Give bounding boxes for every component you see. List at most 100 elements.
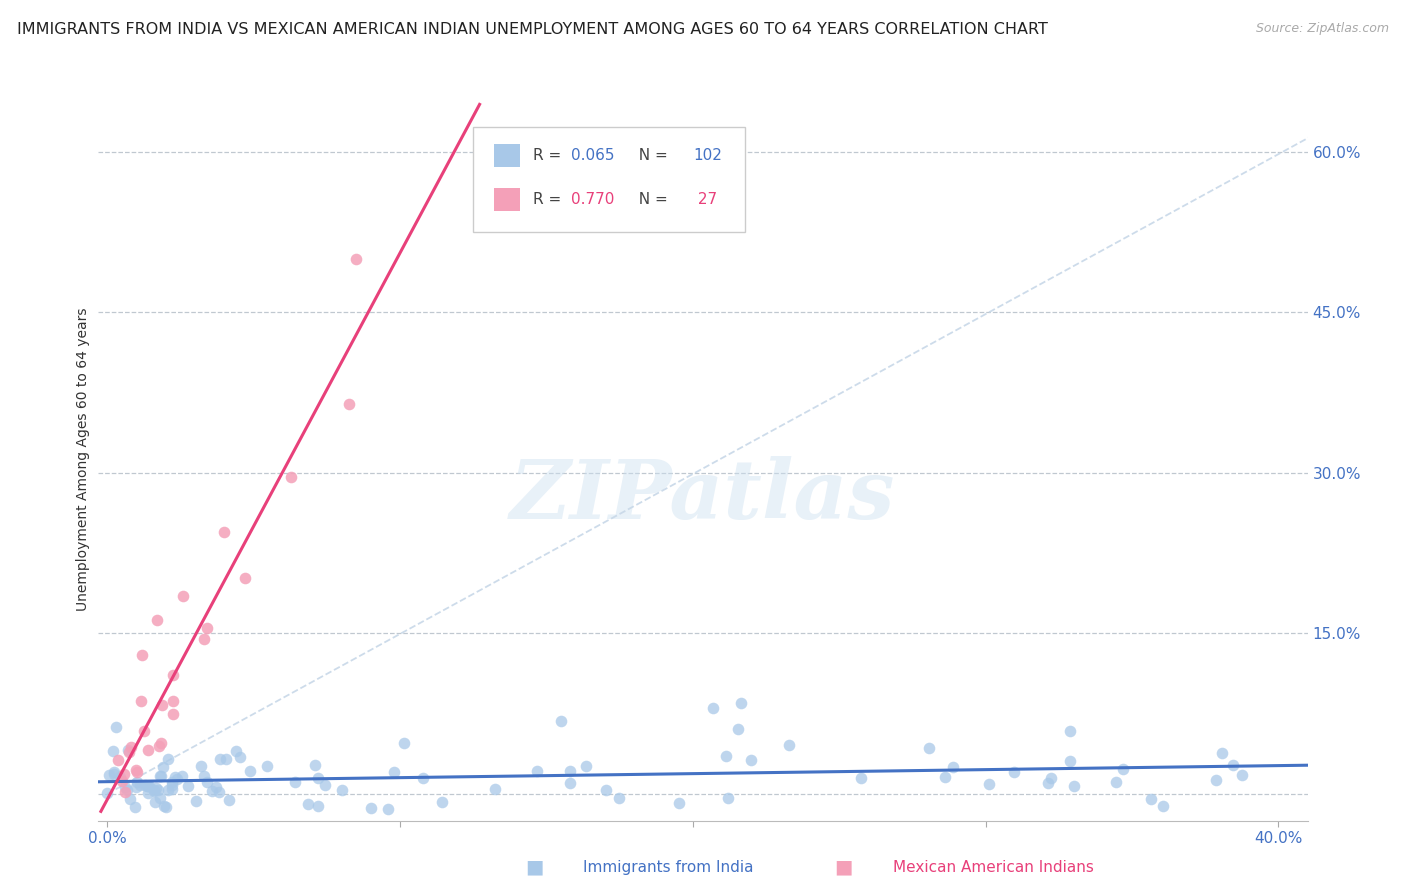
Point (1232, 768, 1254, 782)
Point (149, 769, 172, 783)
Point (1152, 799, 1174, 814)
Text: Mexican American Indians: Mexican American Indians (893, 860, 1094, 874)
Point (103, 744, 125, 758)
Point (1059, 754, 1081, 768)
Point (160, 775, 183, 789)
Point (714, 749, 737, 764)
Point (193, 769, 215, 783)
Point (150, 769, 173, 783)
Text: R =: R = (533, 192, 565, 207)
Point (849, 771, 872, 785)
Point (120, 792, 142, 806)
Point (138, 743, 160, 757)
Point (412, 771, 434, 785)
Point (304, 757, 326, 772)
Point (377, 802, 399, 816)
Point (195, 621, 218, 635)
Point (111, 773, 134, 788)
Point (215, 752, 238, 766)
Point (702, 701, 724, 715)
Point (149, 736, 172, 750)
Text: N =: N = (630, 192, 673, 207)
Point (977, 777, 1000, 791)
Point (162, 707, 184, 722)
Text: ZIPatlas: ZIPatlas (510, 456, 896, 535)
Point (150, 698, 173, 713)
Point (125, 764, 148, 778)
Point (201, 783, 224, 797)
Point (117, 743, 139, 757)
Point (143, 783, 166, 797)
Point (165, 771, 187, 785)
Point (195, 774, 218, 789)
Point (152, 759, 174, 773)
Point (172, 589, 194, 603)
Point (112, 766, 135, 780)
Point (146, 614, 169, 628)
Point (184, 794, 207, 808)
Point (225, 743, 247, 757)
Point (740, 752, 762, 766)
Point (146, 783, 169, 797)
Point (162, 781, 184, 796)
Point (942, 760, 965, 774)
Point (330, 783, 353, 797)
Point (208, 785, 231, 799)
Point (233, 571, 256, 585)
Text: 0.065: 0.065 (571, 148, 614, 163)
Text: Source: ZipAtlas.com: Source: ZipAtlas.com (1256, 22, 1389, 36)
Point (256, 758, 278, 772)
Point (284, 775, 307, 789)
Point (550, 714, 572, 728)
Point (239, 764, 262, 779)
Point (382, 764, 405, 779)
Text: Immigrants from India: Immigrants from India (583, 860, 754, 874)
Point (526, 764, 548, 778)
Point (314, 779, 336, 793)
Bar (494, 145, 520, 168)
Point (360, 800, 382, 814)
Point (394, 736, 416, 750)
Point (1059, 723, 1081, 738)
Point (218, 792, 240, 806)
Point (124, 780, 146, 795)
Point (1222, 758, 1244, 772)
Point (730, 696, 752, 710)
Point (155, 800, 177, 814)
Point (166, 772, 188, 786)
Point (339, 397, 361, 411)
Text: 102: 102 (693, 148, 723, 163)
Point (778, 738, 800, 752)
Point (145, 781, 167, 796)
Point (204, 780, 226, 794)
Point (96, 786, 118, 800)
Point (170, 769, 193, 783)
Text: ■: ■ (524, 857, 544, 877)
Point (595, 782, 617, 797)
Point (214, 524, 236, 539)
Point (1105, 775, 1128, 789)
Point (134, 778, 156, 792)
Point (558, 775, 581, 789)
Point (157, 752, 180, 766)
Point (125, 775, 148, 789)
Point (157, 782, 180, 797)
Point (143, 783, 166, 797)
Point (609, 791, 631, 805)
Point (1211, 746, 1233, 760)
Point (668, 796, 690, 810)
Text: IMMIGRANTS FROM INDIA VS MEXICAN AMERICAN INDIAN UNEMPLOYMENT AMONG AGES 60 TO 6: IMMIGRANTS FROM INDIA VS MEXICAN AMERICA… (17, 22, 1047, 37)
Point (162, 778, 184, 792)
Text: 27: 27 (693, 192, 717, 207)
Point (131, 648, 153, 662)
Point (118, 745, 141, 759)
Point (136, 779, 159, 793)
Point (297, 797, 319, 811)
Point (280, 470, 302, 484)
Bar (494, 187, 520, 211)
Point (209, 752, 232, 766)
Point (1002, 765, 1025, 780)
Point (129, 694, 152, 708)
Point (229, 749, 252, 764)
Point (934, 770, 956, 784)
